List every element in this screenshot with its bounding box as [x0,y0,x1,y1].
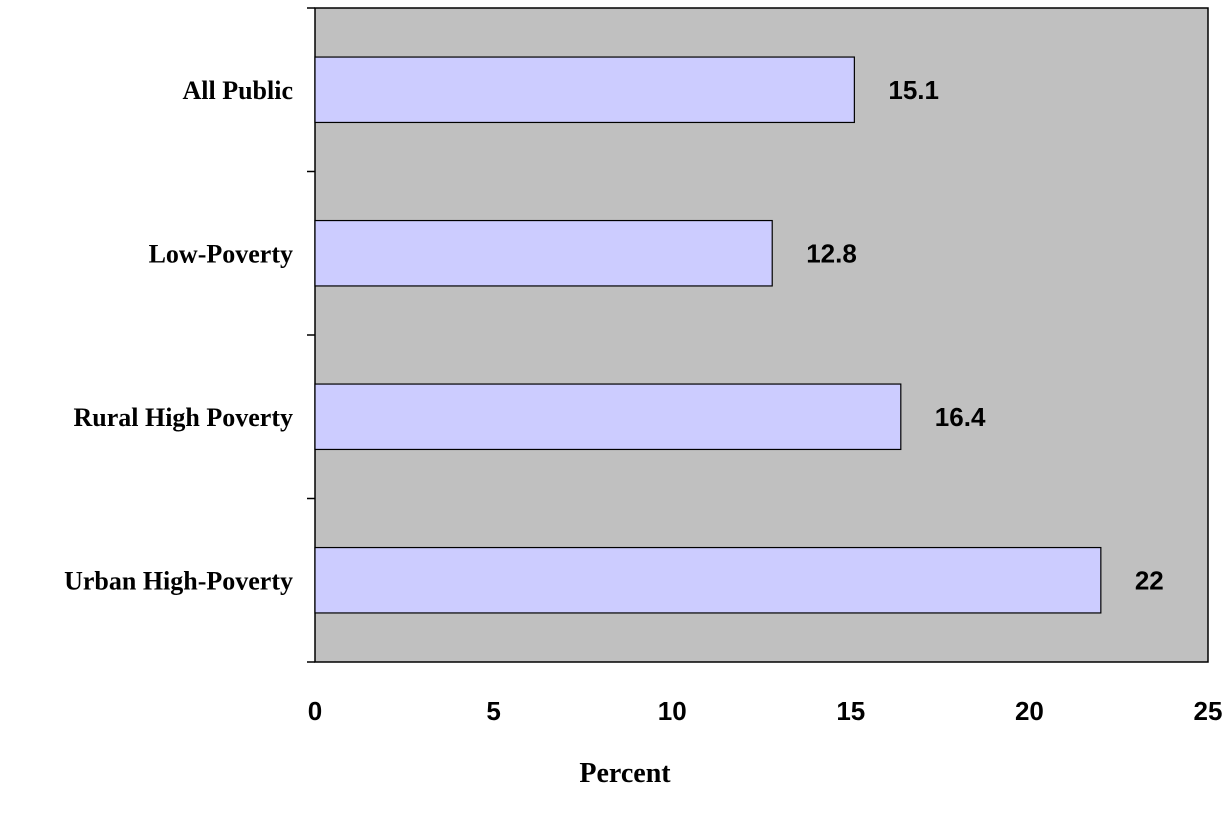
x-tick-label: 20 [1015,696,1044,726]
bars-group [314,56,1102,614]
data-label: 16.4 [935,402,986,432]
category-label: Urban High-Poverty [64,566,293,595]
bar [314,56,855,124]
data-label: 15.1 [888,75,939,105]
category-labels-group: All Public Low-Poverty Rural High Poverty U… [64,76,293,596]
data-label: 12.8 [806,238,857,268]
x-axis-title: Percent [579,758,671,789]
x-tick-label: 5 [486,696,500,726]
x-tick-label: 10 [658,696,687,726]
category-label: Rural High Poverty [73,403,293,432]
category-label: All Public [182,76,293,105]
data-labels-group: 15.1 12.8 16.4 22 [806,75,1164,596]
x-tick-label: 25 [1194,696,1223,726]
bar [314,383,902,451]
category-label: Low-Poverty [149,239,293,268]
bar [314,546,1102,614]
y-axis-tick-marks [307,7,315,663]
x-tick-label: 15 [836,696,865,726]
x-tick-labels-group: 0 5 10 15 20 25 [308,696,1223,726]
x-tick-label: 0 [308,696,322,726]
bar [314,219,773,287]
data-label: 22 [1135,565,1164,595]
